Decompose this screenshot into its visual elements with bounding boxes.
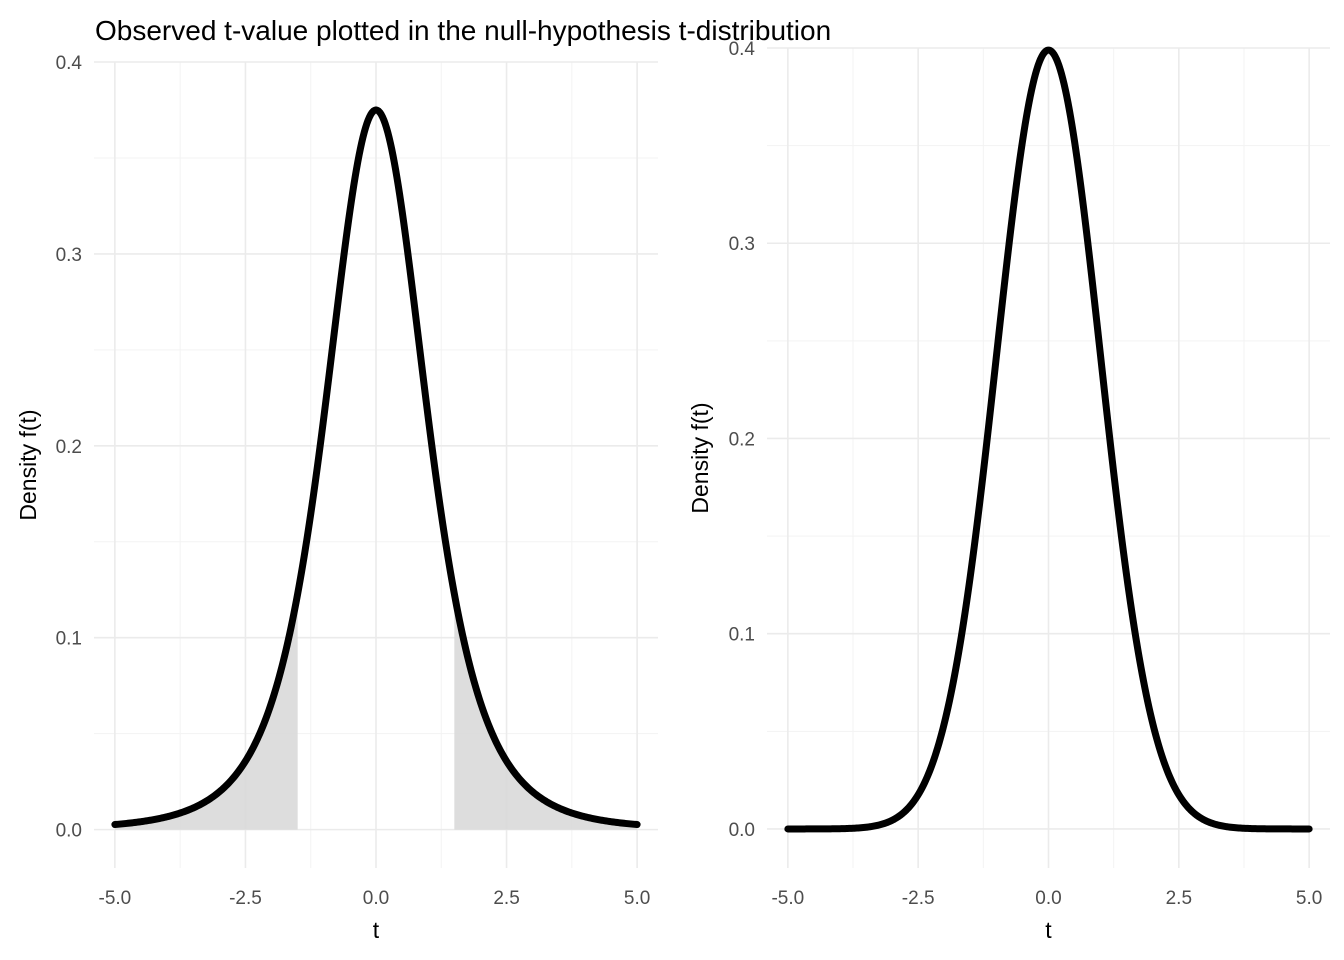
x-tick-label: 5.0 [1296,888,1322,909]
right-panel: -5.0 -2.5 0.0 2.5 5.0 0.0 0.1 0.2 0.3 0.4 t Density… [687,39,1330,943]
x-tick-label: 5.0 [624,888,650,909]
y-tick-label: 0.3 [729,234,755,255]
x-axis-title: t [373,917,380,943]
y-tick-label: 0.4 [729,39,756,60]
y-tick-label: 0.0 [729,820,755,841]
y-tick-label: 0.3 [56,245,82,266]
x-tick-label: 0.0 [1035,888,1061,909]
x-tick-label: -5.0 [771,888,804,909]
y-tick-label: 0.2 [729,429,755,450]
y-tick-label: 0.1 [729,625,755,646]
y-tick-label: 0.1 [56,629,82,650]
y-tick-label: 0.4 [56,53,83,74]
y-tick-label: 0.0 [56,821,82,842]
left-panel: -5.0 -2.5 0.0 2.5 5.0 0.0 0.1 0.2 0.3 0.4 t Density… [15,53,658,943]
x-tick-label: 2.5 [493,888,519,909]
x-tick-label: -2.5 [229,888,262,909]
y-axis-title: Density f(t) [15,409,41,520]
density-curve [111,106,641,829]
density-curve [784,46,1313,833]
x-tick-label: 2.5 [1166,888,1192,909]
shaded-tail-left [114,593,298,830]
x-axis-title: t [1045,917,1052,943]
y-tick-label: 0.2 [56,437,82,458]
shaded-tail-right [454,593,638,830]
x-tick-label: 0.0 [363,888,389,909]
x-tick-label: -5.0 [99,888,132,909]
x-tick-label: -2.5 [902,888,935,909]
y-axis-title: Density f(t) [687,402,713,513]
plot-title: Observed t-value plotted in the null-hyp… [95,15,831,46]
